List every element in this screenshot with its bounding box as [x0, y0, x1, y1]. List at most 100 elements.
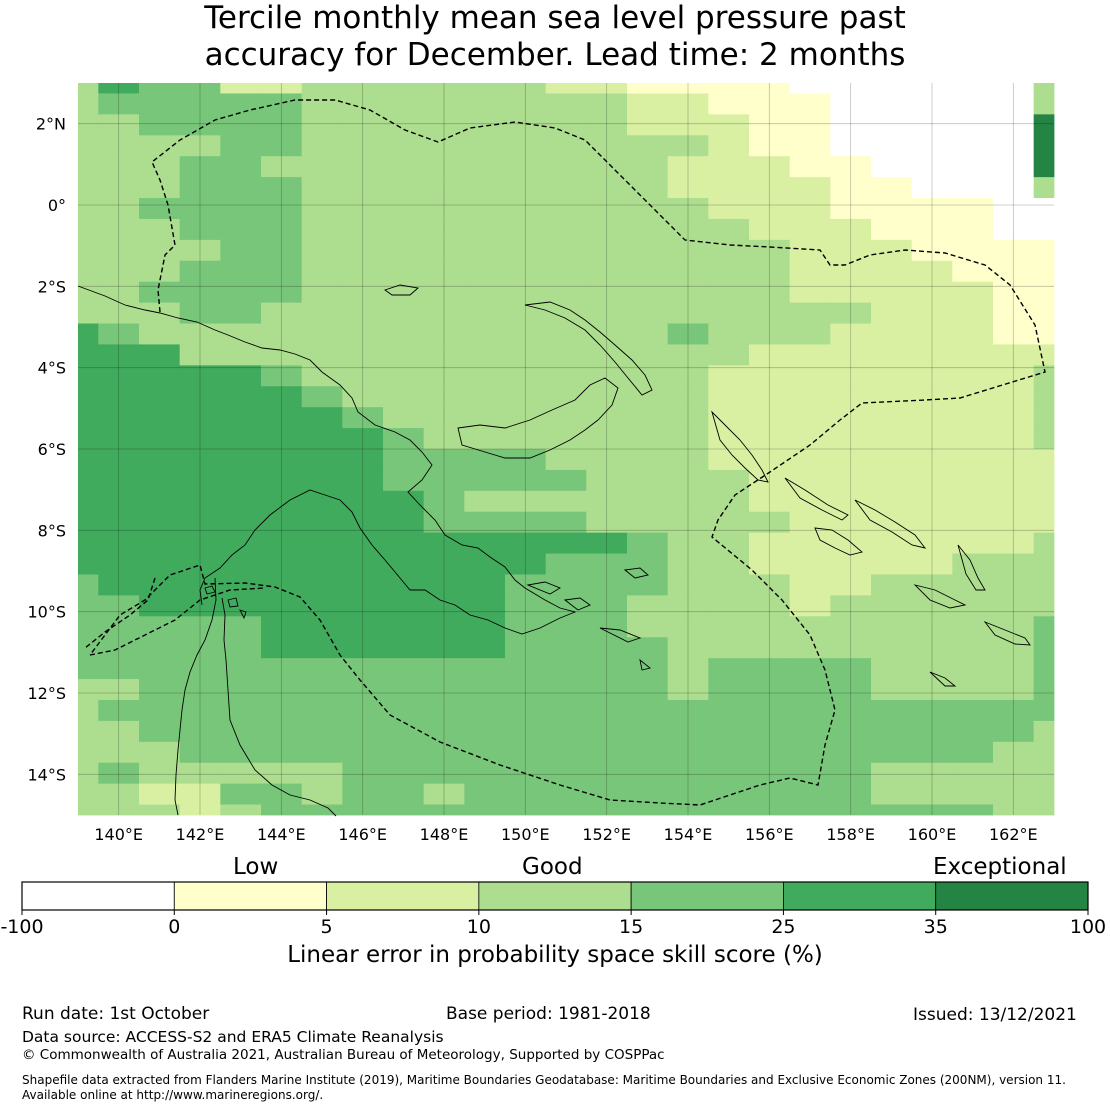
- skill-cell: [708, 783, 750, 805]
- skill-cell: [1033, 407, 1055, 429]
- skill-cell: [261, 553, 303, 575]
- skill-cell: [667, 281, 709, 303]
- skill-cell: [383, 407, 425, 429]
- skill-cell: [952, 198, 994, 220]
- skill-cell: [545, 198, 587, 220]
- skill-cell: [179, 218, 221, 241]
- skill-cell: [993, 762, 1035, 785]
- skill-cell: [464, 407, 506, 429]
- skill-cell: [545, 595, 587, 617]
- skill-cell: [667, 198, 709, 220]
- skill-cell: [545, 699, 587, 722]
- skill-cell: [261, 720, 303, 743]
- skill-cell: [749, 490, 791, 513]
- skill-cell: [78, 114, 99, 136]
- colorbar-label: Linear error in probability space skill …: [287, 942, 823, 968]
- skill-cell: [98, 511, 140, 534]
- skill-cell: [342, 490, 384, 513]
- skill-cell: [749, 83, 791, 94]
- skill-cell: [179, 553, 221, 575]
- skill-cell: [342, 511, 384, 534]
- skill-cell: [261, 469, 303, 492]
- skill-cell: [179, 302, 221, 324]
- skill-cell: [261, 114, 303, 136]
- skill-cell: [627, 407, 669, 429]
- skill-cell: [342, 428, 384, 450]
- skill-cell: [220, 783, 262, 805]
- skill-cell: [464, 658, 506, 680]
- skill-cell: [708, 198, 750, 220]
- skill-cell: [952, 804, 994, 816]
- skill-cell: [342, 218, 384, 241]
- skill-cell: [301, 156, 343, 178]
- skill-cell: [708, 511, 750, 534]
- skill-cell: [789, 741, 831, 764]
- skill-cell: [789, 365, 831, 387]
- skill-cell: [423, 804, 465, 816]
- skill-cell: [464, 83, 506, 94]
- skill-cell: [139, 323, 181, 345]
- skill-cell: [383, 574, 425, 596]
- skill-cell: [952, 595, 994, 617]
- skill-cell: [830, 741, 872, 764]
- skill-cell: [993, 658, 1035, 680]
- skill-cell: [627, 574, 669, 596]
- skill-cell: [464, 720, 506, 743]
- skill-cell: [383, 699, 425, 722]
- skill-cell: [871, 135, 913, 157]
- colorbar-tick-label: 0: [168, 916, 180, 938]
- skill-cell: [261, 260, 303, 283]
- skill-cell: [789, 302, 831, 324]
- skill-cell: [78, 344, 99, 366]
- skill-cell: [667, 93, 709, 115]
- skill-cell: [261, 344, 303, 366]
- skill-cell: [261, 658, 303, 680]
- skill-cell: [423, 386, 465, 408]
- skill-cell: [179, 156, 221, 178]
- skill-cell: [708, 344, 750, 366]
- skill-cell: [871, 281, 913, 303]
- skill-cell: [464, 428, 506, 450]
- skill-cell: [261, 804, 303, 816]
- coastline-new-britain: [457, 377, 619, 459]
- skill-cell: [1033, 218, 1055, 241]
- skill-cell: [505, 386, 547, 408]
- skill-cell: [627, 302, 669, 324]
- skill-cell: [505, 637, 547, 659]
- skill-grid: [78, 83, 1055, 816]
- skill-cell: [342, 658, 384, 680]
- skill-cell: [98, 490, 140, 513]
- skill-cell: [627, 741, 669, 764]
- skill-cell: [342, 616, 384, 638]
- colorbar-frame: [21, 881, 1089, 911]
- skill-cell: [667, 595, 709, 617]
- skill-cell: [220, 407, 262, 429]
- skill-cell: [871, 637, 913, 659]
- skill-cell: [871, 783, 913, 805]
- skill-cell: [464, 616, 506, 638]
- skill-cell: [220, 177, 262, 199]
- skill-cell: [423, 511, 465, 534]
- coastline-torres-islands: [204, 585, 247, 620]
- skill-cell: [993, 302, 1035, 324]
- skill-cell: [261, 679, 303, 701]
- skill-cell: [749, 449, 791, 471]
- skill-cell: [749, 239, 791, 262]
- skill-cell: [545, 804, 587, 816]
- skill-cell: [1033, 637, 1055, 659]
- skill-cell: [708, 490, 750, 513]
- skill-cell: [301, 741, 343, 764]
- skill-cell: [789, 658, 831, 680]
- skill-cell: [952, 218, 994, 241]
- eez-png: [89, 99, 1046, 806]
- skill-cell: [586, 302, 628, 324]
- skill-cell: [952, 469, 994, 492]
- skill-cell: [586, 239, 628, 262]
- skill-cell: [139, 83, 181, 94]
- skill-cell: [993, 449, 1035, 471]
- skill-cell: [342, 260, 384, 283]
- skill-cell: [78, 616, 99, 638]
- skill-cell: [179, 804, 221, 816]
- skill-cell: [952, 720, 994, 743]
- skill-cell: [383, 344, 425, 366]
